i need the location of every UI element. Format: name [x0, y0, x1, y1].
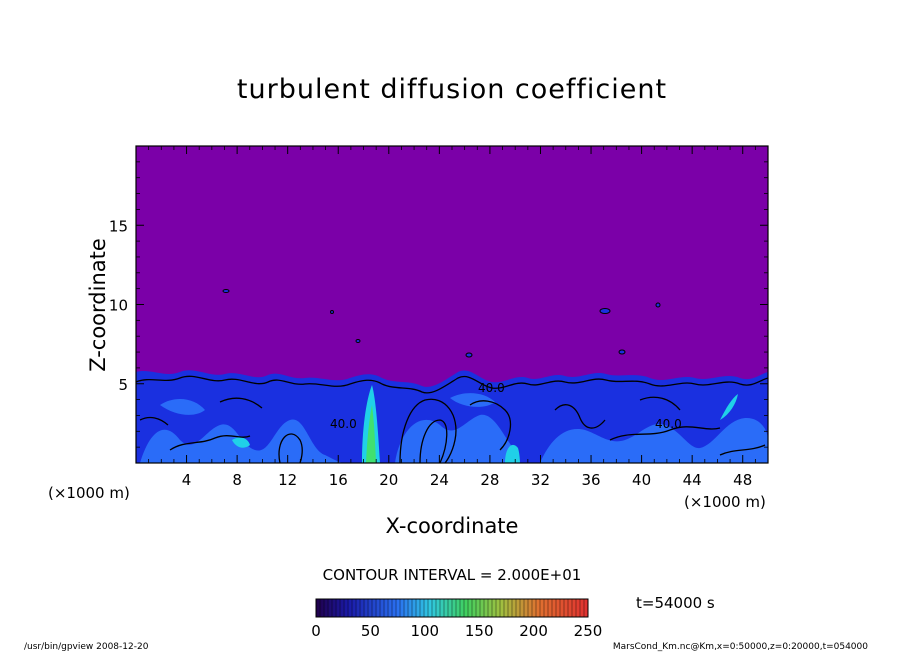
colorbar-tick-label: 50	[361, 622, 380, 640]
x-tick-label: 4	[182, 471, 192, 489]
colorbar-ticks: 0 50 100 150 200 250	[311, 622, 602, 640]
colorbar-tick-label: 200	[519, 622, 548, 640]
x-axis-unit: (×1000 m)	[684, 493, 766, 511]
x-tick-label: 32	[531, 471, 550, 489]
x-axis-ticks: 4 8 12 16 20 24 28 32 36 40 44 48	[148, 146, 756, 489]
colorbar-tick-label: 250	[574, 622, 603, 640]
colorbar-stripes	[319, 599, 585, 617]
contour-interval: CONTOUR INTERVAL = 2.000E+01	[322, 566, 582, 584]
x-tick-label: 48	[733, 471, 752, 489]
footer-left: /usr/bin/gpview 2008-12-20	[24, 642, 149, 652]
colorbar-tick-label: 100	[410, 622, 439, 640]
x-tick-label: 36	[581, 471, 600, 489]
contour-label: 40.0	[330, 417, 357, 431]
small-features	[222, 289, 661, 358]
x-tick-label: 20	[379, 471, 398, 489]
time-label: t=54000 s	[636, 594, 715, 612]
y-axis-ticks: 5 10 15	[109, 161, 768, 448]
y-tick-label: 10	[109, 297, 128, 315]
x-tick-label: 16	[329, 471, 348, 489]
contour-label: 40.0	[655, 417, 682, 431]
contour-label: 40.0	[478, 381, 505, 395]
contour-lines	[136, 375, 768, 463]
y-tick-label: 5	[118, 376, 128, 394]
y-axis-unit: (×1000 m)	[48, 484, 130, 502]
x-tick-label: 28	[480, 471, 499, 489]
colorbar-tick-label: 0	[311, 622, 321, 640]
x-tick-label: 8	[232, 471, 242, 489]
y-tick-label: 15	[109, 217, 128, 235]
y-axis-label: Z-coordinate	[86, 238, 110, 372]
x-tick-label: 24	[430, 471, 449, 489]
x-tick-label: 44	[683, 471, 702, 489]
x-tick-label: 12	[278, 471, 297, 489]
x-axis-label: X-coordinate	[385, 514, 519, 538]
colorbar: 0 50 100 150 200 250	[311, 598, 602, 640]
footer-right: MarsCond_Km.nc@Km,x=0:50000,z=0:20000,t=…	[612, 642, 868, 652]
colorbar-tick-label: 150	[465, 622, 494, 640]
x-tick-label: 40	[632, 471, 651, 489]
chart-title: turbulent diffusion coefficient	[236, 74, 668, 105]
colorbar-frame	[315, 598, 589, 618]
green-patches	[366, 405, 376, 463]
mid-blue-patches	[140, 393, 768, 463]
